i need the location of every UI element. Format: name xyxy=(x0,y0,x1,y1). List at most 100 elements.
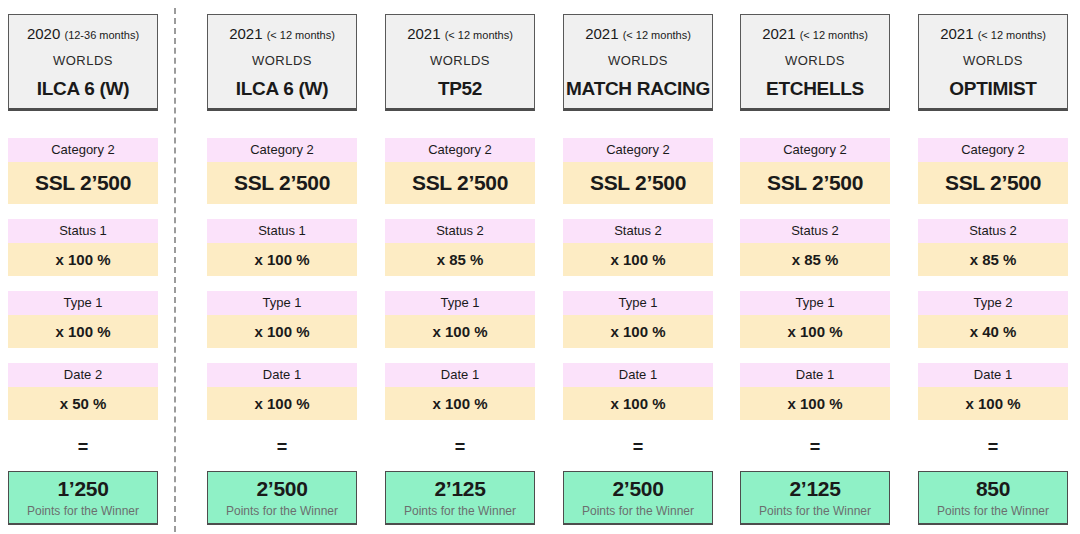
event-column: 2020 (12-36 months) WORLDS ILCA 6 (W) Ca… xyxy=(8,0,158,525)
event-column: 2021 (< 12 months) WORLDS MATCH RACING C… xyxy=(563,0,713,525)
factor-block: Type 1 x 100 % xyxy=(740,291,890,348)
equals-sign: = xyxy=(385,435,535,459)
event-age-qualifier: (< 12 months) xyxy=(267,29,335,41)
event-level: WORLDS xyxy=(566,53,710,68)
factor-multiplier: x 100 % xyxy=(8,243,158,276)
event-header-box: 2021 (< 12 months) WORLDS OPTIMIST xyxy=(918,14,1068,111)
event-level: WORLDS xyxy=(743,53,887,68)
factor-label: Date 1 xyxy=(740,363,890,387)
factor-multiplier: x 100 % xyxy=(918,387,1068,420)
year-divider-dashed-line xyxy=(174,8,176,532)
factor-block: Status 2 x 85 % xyxy=(740,219,890,276)
factor-block: Type 1 x 100 % xyxy=(563,291,713,348)
event-column: 2021 (< 12 months) WORLDS ETCHELLS Categ… xyxy=(740,0,890,525)
result-caption: Points for the Winner xyxy=(208,503,356,519)
factor-label: Type 2 xyxy=(918,291,1068,315)
equals-sign: = xyxy=(8,435,158,459)
factor-multiplier: x 50 % xyxy=(8,387,158,420)
factor-label: Category 2 xyxy=(385,138,535,162)
factor-label: Status 2 xyxy=(563,219,713,243)
factor-label: Type 1 xyxy=(8,291,158,315)
factor-block: Category 2 SSL 2’500 xyxy=(8,138,158,204)
factor-label: Category 2 xyxy=(207,138,357,162)
factor-label: Status 2 xyxy=(740,219,890,243)
result-box: 2’125 Points for the Winner xyxy=(740,471,890,525)
result-box: 2’500 Points for the Winner xyxy=(207,471,357,525)
factor-block: Category 2 SSL 2’500 xyxy=(207,138,357,204)
factor-label: Type 1 xyxy=(563,291,713,315)
factor-multiplier: SSL 2’500 xyxy=(740,162,890,204)
event-header-box: 2021 (< 12 months) WORLDS TP52 xyxy=(385,14,535,111)
event-year-line: 2021 (< 12 months) xyxy=(743,25,887,42)
factor-label: Category 2 xyxy=(563,138,713,162)
event-name: MATCH RACING xyxy=(566,78,710,100)
factor-multiplier: x 40 % xyxy=(918,315,1068,348)
result-box: 850 Points for the Winner xyxy=(918,471,1068,525)
factor-label: Status 1 xyxy=(8,219,158,243)
factor-multiplier: x 100 % xyxy=(8,315,158,348)
factor-label: Date 1 xyxy=(563,363,713,387)
result-caption: Points for the Winner xyxy=(9,503,157,519)
result-caption: Points for the Winner xyxy=(386,503,534,519)
factor-multiplier: x 100 % xyxy=(207,315,357,348)
event-header-box: 2020 (12-36 months) WORLDS ILCA 6 (W) xyxy=(8,14,158,111)
event-year-line: 2021 (< 12 months) xyxy=(210,25,354,42)
equals-sign: = xyxy=(207,435,357,459)
factor-block: Status 1 x 100 % xyxy=(8,219,158,276)
event-column: 2021 (< 12 months) WORLDS OPTIMIST Categ… xyxy=(918,0,1068,525)
event-year-line: 2021 (< 12 months) xyxy=(388,25,532,42)
result-caption: Points for the Winner xyxy=(741,503,889,519)
factor-block: Date 1 x 100 % xyxy=(740,363,890,420)
factor-block: Category 2 SSL 2’500 xyxy=(385,138,535,204)
factor-multiplier: SSL 2’500 xyxy=(385,162,535,204)
result-box: 1’250 Points for the Winner xyxy=(8,471,158,525)
event-level: WORLDS xyxy=(921,53,1065,68)
result-points: 2’500 xyxy=(564,475,712,503)
points-calculation-diagram: 2020 (12-36 months) WORLDS ILCA 6 (W) Ca… xyxy=(0,0,1080,534)
factor-multiplier: SSL 2’500 xyxy=(8,162,158,204)
factor-multiplier: x 85 % xyxy=(740,243,890,276)
factor-rows: Category 2 SSL 2’500 Status 2 x 85 % Typ… xyxy=(385,138,535,420)
factor-rows: Category 2 SSL 2’500 Status 1 x 100 % Ty… xyxy=(8,138,158,420)
result-points: 850 xyxy=(919,475,1067,503)
factor-multiplier: x 85 % xyxy=(918,243,1068,276)
event-name: OPTIMIST xyxy=(921,78,1065,100)
event-year: 2020 xyxy=(27,25,60,42)
factor-rows: Category 2 SSL 2’500 Status 1 x 100 % Ty… xyxy=(207,138,357,420)
event-level: WORLDS xyxy=(210,53,354,68)
factor-block: Type 1 x 100 % xyxy=(385,291,535,348)
factor-label: Category 2 xyxy=(8,138,158,162)
factor-block: Category 2 SSL 2’500 xyxy=(563,138,713,204)
factor-label: Date 1 xyxy=(918,363,1068,387)
event-year: 2021 xyxy=(585,25,618,42)
result-box: 2’500 Points for the Winner xyxy=(563,471,713,525)
factor-rows: Category 2 SSL 2’500 Status 2 x 85 % Typ… xyxy=(918,138,1068,420)
factor-label: Status 2 xyxy=(385,219,535,243)
event-name: ETCHELLS xyxy=(743,78,887,100)
result-points: 2’125 xyxy=(386,475,534,503)
factor-multiplier: x 100 % xyxy=(385,387,535,420)
factor-block: Status 1 x 100 % xyxy=(207,219,357,276)
result-points: 2’500 xyxy=(208,475,356,503)
event-column: 2021 (< 12 months) WORLDS ILCA 6 (W) Cat… xyxy=(207,0,357,525)
factor-block: Status 2 x 85 % xyxy=(385,219,535,276)
factor-label: Category 2 xyxy=(740,138,890,162)
equals-sign: = xyxy=(740,435,890,459)
factor-multiplier: x 100 % xyxy=(385,315,535,348)
factor-label: Type 1 xyxy=(740,291,890,315)
factor-multiplier: x 100 % xyxy=(207,243,357,276)
event-name: ILCA 6 (W) xyxy=(210,78,354,100)
factor-label: Category 2 xyxy=(918,138,1068,162)
factor-multiplier: SSL 2’500 xyxy=(918,162,1068,204)
factor-label: Date 1 xyxy=(207,363,357,387)
event-year: 2021 xyxy=(762,25,795,42)
factor-multiplier: x 100 % xyxy=(740,315,890,348)
result-box: 2’125 Points for the Winner xyxy=(385,471,535,525)
event-name: TP52 xyxy=(388,78,532,100)
event-year-line: 2021 (< 12 months) xyxy=(566,25,710,42)
factor-label: Type 1 xyxy=(385,291,535,315)
factor-block: Status 2 x 85 % xyxy=(918,219,1068,276)
event-column: 2021 (< 12 months) WORLDS TP52 Category … xyxy=(385,0,535,525)
factor-block: Date 1 x 100 % xyxy=(563,363,713,420)
factor-block: Date 2 x 50 % xyxy=(8,363,158,420)
